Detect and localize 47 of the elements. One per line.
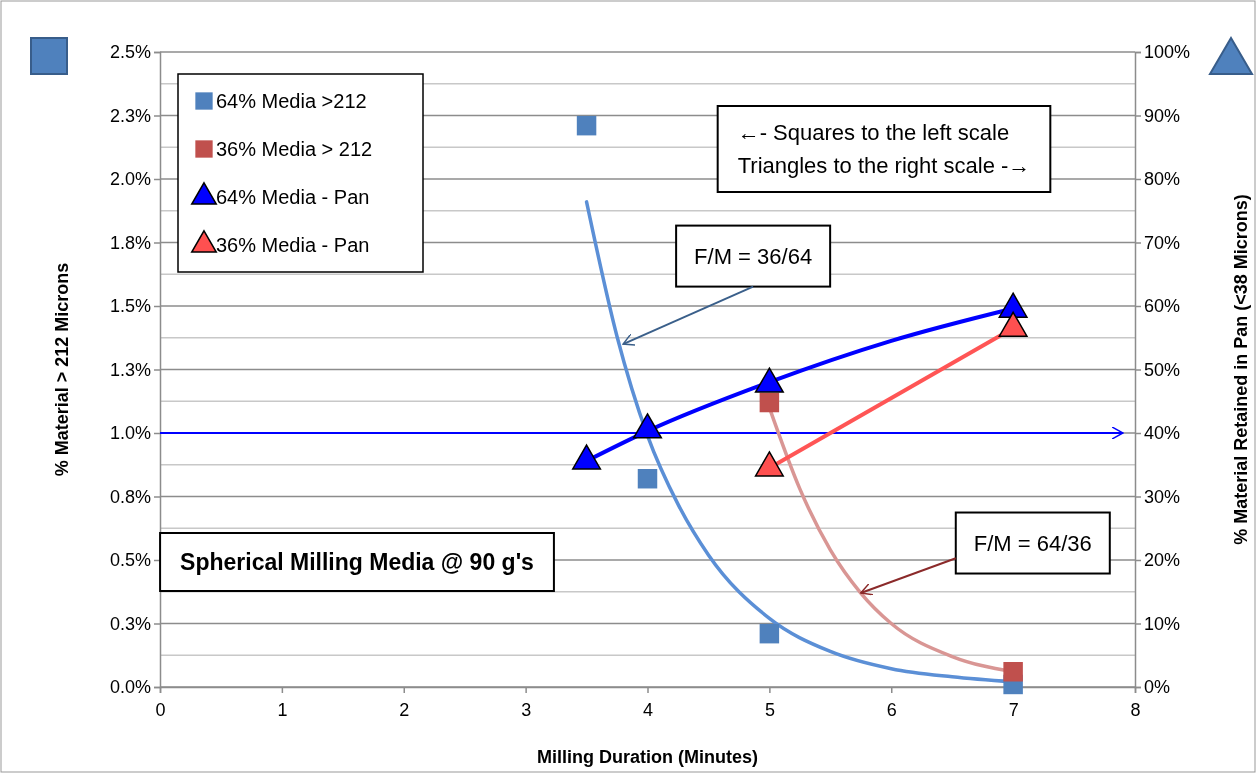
y2-axis-title: % Material Retained in Pan (<38 Microns): [1231, 194, 1251, 545]
x-tick-label: 7: [1008, 699, 1019, 720]
x-tick-label: 1: [277, 699, 288, 720]
legend-label: 36% Media > 212: [216, 138, 373, 160]
x-tick-label: 4: [642, 699, 654, 720]
x-tick-label: 0: [155, 699, 166, 720]
x-tick-label: 5: [764, 699, 775, 720]
y-axis-title: % Material > 212 Microns: [52, 262, 72, 477]
x-tick-label: 2: [399, 699, 410, 720]
point: [759, 623, 780, 644]
legend-label: 64% Media - Pan: [216, 186, 370, 208]
x-axis-title: Milling Duration (Minutes): [537, 747, 758, 767]
legend-label: 64% Media >212: [216, 90, 367, 112]
y-tick-label: 2.3%: [109, 105, 151, 126]
y-tick-label: 2.5%: [109, 42, 151, 63]
point: [1003, 662, 1023, 682]
y-tick-label: 1.3%: [109, 359, 151, 380]
annotation: Spherical Milling Media @ 90 g's: [180, 549, 534, 575]
y2-tick-label: 70%: [1144, 232, 1181, 253]
y-tick-label: 2.0%: [109, 169, 151, 190]
x-tick-label: 3: [521, 699, 532, 720]
point: [637, 468, 658, 489]
y2-tick-label: 0%: [1144, 677, 1171, 698]
y2-tick-label: 40%: [1144, 423, 1181, 444]
y2-tick-label: 30%: [1144, 486, 1181, 507]
y2-tick-label: 20%: [1144, 550, 1181, 571]
x-tick-label: 8: [1130, 699, 1141, 720]
y2-tick-label: 60%: [1144, 296, 1181, 317]
x-tick-label: 6: [886, 699, 897, 720]
y-tick-label: 0.5%: [109, 550, 151, 571]
point: [576, 115, 597, 136]
y2-tick-label: 50%: [1144, 359, 1181, 380]
y-tick-label: 1.5%: [109, 296, 151, 317]
y-tick-label: 0.3%: [109, 613, 151, 634]
y-tick-label: 1.0%: [109, 423, 151, 444]
annotation: F/M = 36/64: [694, 243, 813, 269]
point: [759, 392, 780, 413]
y-tick-label: 0.0%: [109, 677, 151, 698]
legend-label: 36% Media - Pan: [216, 234, 370, 256]
annotation: ←- Squares to the left scale Triangles to the right scale -→: [737, 120, 1031, 178]
y2-tick-label: 90%: [1144, 105, 1181, 126]
annotation: F/M = 64/36: [973, 530, 1092, 556]
y2-tick-label: 100%: [1144, 42, 1191, 63]
y-tick-label: 0.8%: [109, 486, 151, 507]
y-tick-label: 1.8%: [109, 232, 151, 253]
y2-tick-label: 10%: [1144, 613, 1181, 634]
y2-tick-label: 80%: [1144, 169, 1181, 190]
